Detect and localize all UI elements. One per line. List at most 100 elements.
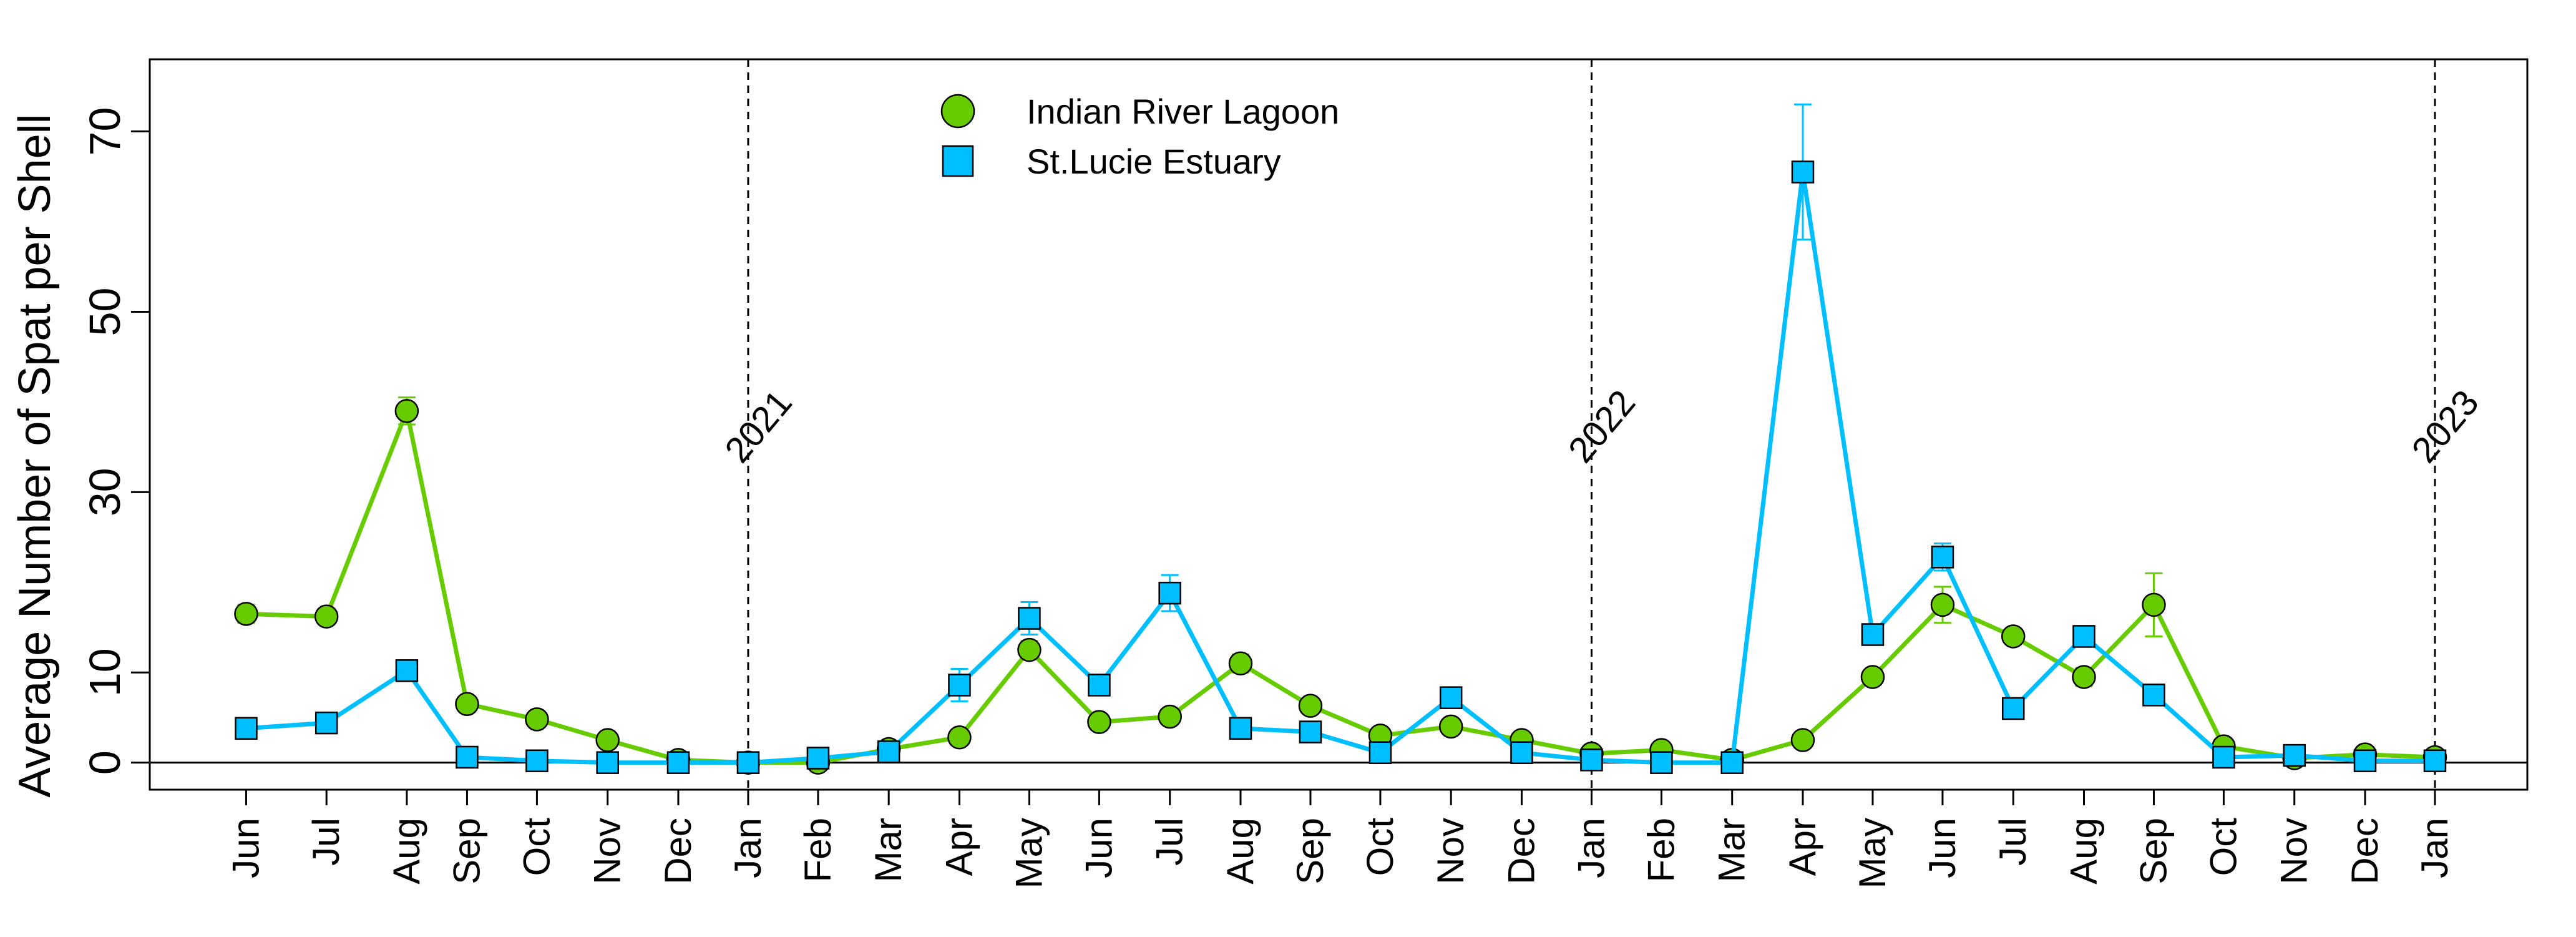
data-point xyxy=(315,711,338,735)
legend-marker-circle xyxy=(940,94,975,129)
data-point xyxy=(2212,745,2235,769)
data-point xyxy=(2283,743,2306,767)
legend: Indian River Lagoon St.Lucie Estuary xyxy=(940,92,1339,181)
data-point xyxy=(525,749,549,773)
x-tick-label: Jul xyxy=(1149,818,1191,866)
x-tick-label: Sep xyxy=(1289,818,1331,885)
x-tick-label: Jan xyxy=(1570,818,1612,878)
x-tick-label: Oct xyxy=(1359,818,1401,876)
data-point xyxy=(1439,686,1463,709)
legend-label: Indian River Lagoon xyxy=(1027,92,1339,131)
data-point xyxy=(455,692,479,717)
data-point xyxy=(1510,741,1533,765)
data-point xyxy=(1298,694,1323,718)
x-tick-label: Feb xyxy=(797,818,839,882)
data-point xyxy=(1368,741,1392,765)
x-tick-label: Jul xyxy=(1992,818,2034,866)
plot-frame xyxy=(149,58,2529,791)
data-point xyxy=(1438,714,1463,739)
x-tick-label: Jul xyxy=(305,818,347,866)
x-tick-label: Nov xyxy=(1430,818,1471,885)
data-point xyxy=(1088,674,1111,697)
reference-lines: 2021 2022 2023 xyxy=(150,59,2527,790)
legend-label: St.Lucie Estuary xyxy=(1027,142,1281,181)
data-point xyxy=(395,659,419,682)
series-0 xyxy=(234,396,2447,775)
data-point xyxy=(235,717,258,740)
data-point xyxy=(2423,749,2447,773)
x-tick-label: Mar xyxy=(867,818,909,882)
x-tick-label: Sep xyxy=(446,818,487,885)
year-label: 2022 xyxy=(1561,383,1644,471)
data-point xyxy=(456,745,479,769)
data-point xyxy=(2001,624,2026,649)
data-point xyxy=(1650,751,1673,774)
data-point xyxy=(234,602,258,626)
x-tick-label: Jun xyxy=(1078,818,1120,878)
x-tick-label: Nov xyxy=(2273,818,2315,885)
data-point xyxy=(1017,637,1042,662)
data-point xyxy=(1087,710,1111,734)
data-point xyxy=(2001,697,2025,720)
x-tick-label: Mar xyxy=(1711,818,1753,882)
data-point xyxy=(1930,592,1955,617)
data-point xyxy=(2072,665,2096,689)
data-point xyxy=(2142,684,2165,707)
year-label: 2023 xyxy=(2404,383,2487,471)
x-tick-label: Oct xyxy=(515,818,557,876)
data-point xyxy=(947,725,972,750)
x-tick-label: Jan xyxy=(727,818,769,878)
x-tick-label: Oct xyxy=(2202,818,2244,876)
data-point xyxy=(877,740,900,763)
series-layer xyxy=(234,103,2447,775)
series-line xyxy=(246,408,2436,765)
x-tick-label: Dec xyxy=(1500,818,1542,885)
x-tick-label: Apr xyxy=(938,818,980,876)
data-point xyxy=(666,751,690,774)
data-point xyxy=(2142,592,2166,617)
x-tick-label: Nov xyxy=(587,818,628,885)
data-point xyxy=(1860,665,1885,689)
year-label: 2021 xyxy=(717,383,800,471)
x-tick-label: Aug xyxy=(1219,818,1261,885)
x-tick-label: Jan xyxy=(2414,818,2456,878)
data-point xyxy=(2353,749,2377,773)
data-point xyxy=(1158,581,1181,605)
series-line xyxy=(246,170,2435,765)
y-axis-label: Average Number of Spat per Shell xyxy=(10,114,60,797)
axes: 0 10 30 50 70 Jun Jul Aug Sep Oct Nov Dec Jan Feb Mar A… xyxy=(80,58,2529,888)
data-point xyxy=(1791,160,1815,184)
data-point xyxy=(1229,717,1252,740)
y-tick-label: 10 xyxy=(80,648,129,697)
x-tick-label: Apr xyxy=(1782,818,1823,876)
data-point xyxy=(1720,751,1744,774)
data-point xyxy=(525,707,549,732)
data-point xyxy=(1018,607,1041,630)
y-tick-label: 0 xyxy=(80,750,129,775)
legend-marker-square xyxy=(942,145,974,177)
data-point xyxy=(314,604,339,629)
data-point xyxy=(948,674,971,697)
x-tick-label: May xyxy=(1852,818,1893,888)
x-tick-label: Aug xyxy=(386,818,427,885)
data-point xyxy=(1580,748,1603,772)
x-tick-label: May xyxy=(1008,818,1050,888)
data-point xyxy=(1931,546,1954,569)
x-tick-label: Dec xyxy=(657,818,699,885)
y-tick-label: 30 xyxy=(80,468,129,516)
data-point xyxy=(595,728,620,752)
data-point xyxy=(1790,728,1815,752)
data-point xyxy=(806,747,830,770)
x-tick-label: Aug xyxy=(2062,818,2104,885)
x-tick-label: Jun xyxy=(225,818,266,878)
data-point xyxy=(1158,704,1182,729)
y-tick-label: 70 xyxy=(80,107,129,156)
data-point xyxy=(596,751,619,774)
x-tick-label: Sep xyxy=(2132,818,2174,885)
data-point xyxy=(1228,651,1253,676)
data-point xyxy=(1861,623,1885,646)
y-tick-label: 50 xyxy=(80,288,129,336)
x-tick-label: Feb xyxy=(1640,818,1682,882)
